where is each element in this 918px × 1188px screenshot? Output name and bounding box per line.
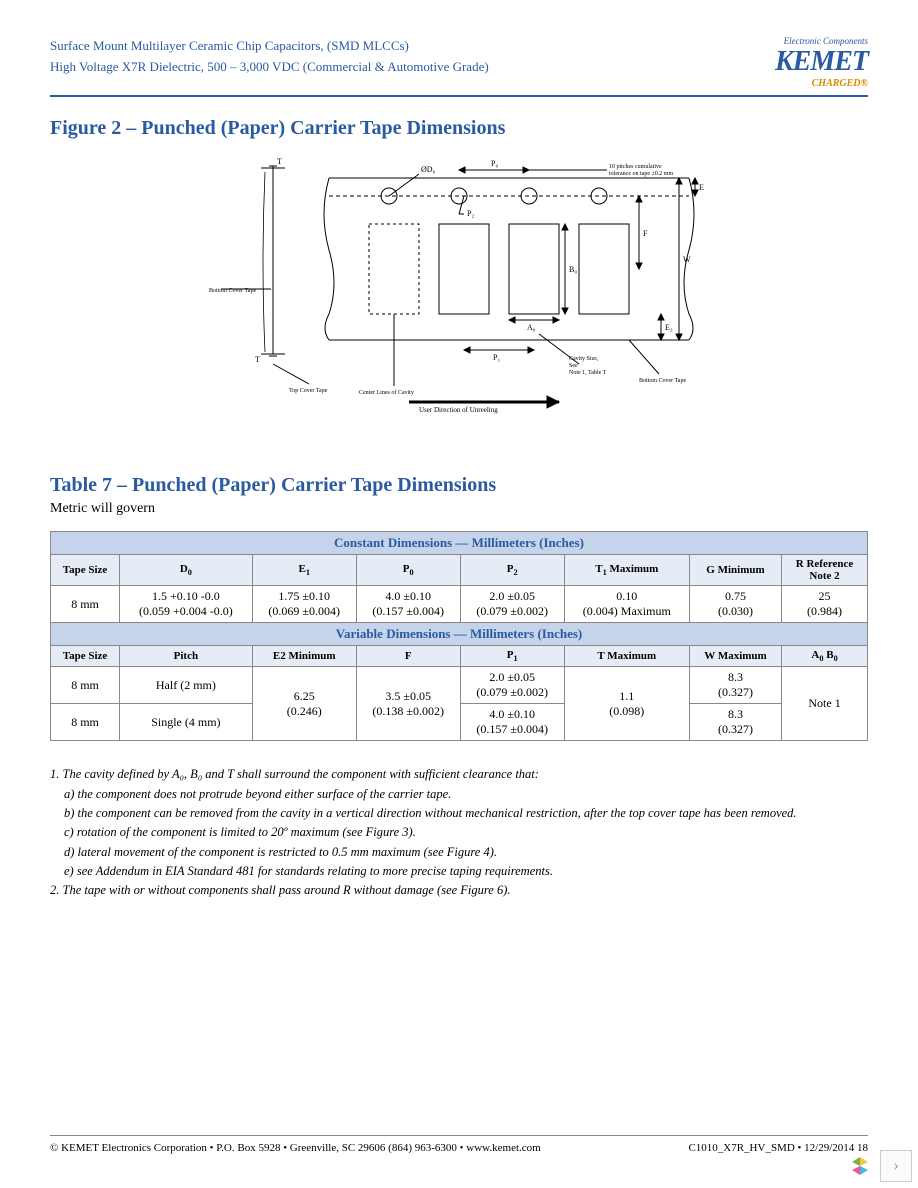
chevron-right-icon: › (893, 1157, 898, 1175)
pager: › (846, 1150, 912, 1182)
svg-text:10 pitches cumulativetolerance: 10 pitches cumulativetolerance on tape ±… (609, 164, 673, 177)
col-d0: D0 (120, 555, 253, 586)
note-1b: b) the component can be removed from the… (50, 804, 868, 823)
table-row: 8 mm 1.5 +0.10 -0.0(0.059 +0.004 -0.0) 1… (51, 586, 868, 623)
figure-title: Figure 2 – Punched (Paper) Carrier Tape … (50, 117, 868, 140)
logo-tagline-top: Electronic Components (775, 36, 868, 46)
pager-logo-icon[interactable] (846, 1152, 874, 1180)
svg-text:P₁: P₁ (493, 353, 500, 362)
header-text: Surface Mount Multilayer Ceramic Chip Ca… (50, 36, 489, 78)
svg-text:E: E (699, 183, 704, 192)
footer-left: © KEMET Electronics Corporation • P.O. B… (50, 1142, 541, 1154)
svg-text:P₀: P₀ (491, 159, 498, 168)
col-t: T1 Maximum (564, 555, 689, 586)
page-header: Surface Mount Multilayer Ceramic Chip Ca… (50, 36, 868, 97)
col-tape: Tape Size (51, 555, 120, 586)
note-1e: e) see Addendum in EIA Standard 481 for … (50, 862, 868, 881)
constant-header: Constant Dimensions — Millimeters (Inche… (51, 532, 868, 555)
table-title: Table 7 – Punched (Paper) Carrier Tape D… (50, 474, 868, 497)
note-2: 2. The tape with or without components s… (50, 881, 868, 900)
figure-diagram: T P₀ ØD₀ E 10 pitches cumulativetoleranc… (50, 154, 868, 414)
note-1d: d) lateral movement of the component is … (50, 843, 868, 862)
metric-govern: Metric will govern (50, 501, 868, 517)
carrier-tape-diagram: T P₀ ØD₀ E 10 pitches cumulativetoleranc… (209, 154, 709, 414)
svg-text:Top Cover Tape: Top Cover Tape (289, 388, 328, 394)
table-row: 8 mm Half (2 mm) 6.25(0.246) 3.5 ±0.05(0… (51, 667, 868, 704)
svg-text:A₀: A₀ (527, 323, 536, 332)
variable-header: Variable Dimensions — Millimeters (Inche… (51, 623, 868, 646)
svg-text:P₂: P₂ (467, 209, 474, 218)
svg-text:T: T (255, 355, 260, 364)
logo-tagline-bottom: CHARGED® (775, 78, 868, 89)
header-line2: High Voltage X7R Dielectric, 500 – 3,000… (50, 57, 489, 78)
col-r: R ReferenceNote 2 (782, 555, 868, 586)
note-1a: a) the component does not protrude beyon… (50, 785, 868, 804)
dimensions-table: Constant Dimensions — Millimeters (Inche… (50, 531, 868, 741)
col-p2: P2 (460, 555, 564, 586)
svg-text:B₀: B₀ (569, 265, 577, 274)
svg-text:Bottom Cover Tape: Bottom Cover Tape (209, 288, 256, 294)
col-p0: P0 (356, 555, 460, 586)
next-page-button[interactable]: › (880, 1150, 912, 1182)
header-line1: Surface Mount Multilayer Ceramic Chip Ca… (50, 36, 489, 57)
svg-text:F: F (643, 229, 648, 238)
svg-text:Cavity Size,SeeNote 1, Table T: Cavity Size,SeeNote 1, Table T (569, 356, 607, 376)
logo-name: KEMET (775, 46, 868, 78)
svg-text:T: T (277, 157, 282, 166)
svg-text:W: W (683, 255, 691, 264)
note-1c: c) rotation of the component is limited … (50, 823, 868, 842)
note-1: 1. The cavity defined by A₀, B₀ and T sh… (50, 765, 868, 784)
col-e: E1 (252, 555, 356, 586)
page-footer: © KEMET Electronics Corporation • P.O. B… (50, 1135, 868, 1154)
svg-text:User Direction of Unreeling: User Direction of Unreeling (419, 406, 498, 414)
footnotes: 1. The cavity defined by A₀, B₀ and T sh… (50, 765, 868, 901)
svg-text:Bottom Cover Tape: Bottom Cover Tape (639, 378, 686, 384)
svg-text:ØD₀: ØD₀ (421, 165, 436, 174)
footer-right: C1010_X7R_HV_SMD • 12/29/2014 18 (688, 1142, 868, 1154)
svg-text:Center Lines of Cavity: Center Lines of Cavity (359, 389, 414, 396)
svg-text:E₂: E₂ (665, 323, 673, 332)
col-g: G Minimum (689, 555, 781, 586)
kemet-logo: Electronic Components KEMET CHARGED® (775, 36, 868, 89)
